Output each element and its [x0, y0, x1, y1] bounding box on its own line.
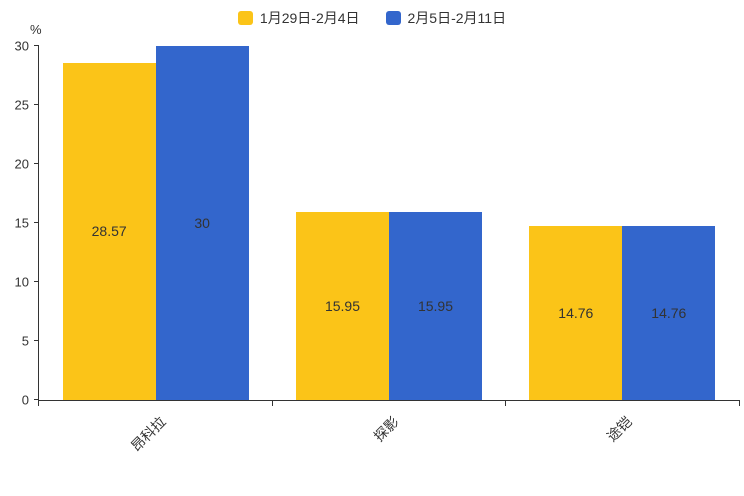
- legend-item[interactable]: 2月5日-2月11日: [385, 8, 507, 28]
- y-tick-mark: [34, 222, 39, 223]
- x-tick-mark: [739, 400, 740, 406]
- bar[interactable]: 15.95: [388, 211, 482, 400]
- y-tick-label: 5: [21, 333, 29, 349]
- y-tick-label: 25: [14, 97, 29, 113]
- bar-group: 15.95 15.95 探影: [272, 46, 505, 445]
- legend-swatch: [237, 11, 253, 25]
- y-tick-mark: [34, 281, 39, 282]
- y-tick-mark: [34, 399, 39, 400]
- x-category-label: 途铠: [603, 413, 636, 445]
- bar-value-label: 15.95: [417, 297, 454, 314]
- legend-label: 1月29日-2月4日: [259, 10, 360, 26]
- bar-pair: 14.76 14.76: [529, 46, 716, 400]
- bar-value-label: 30: [194, 215, 210, 231]
- legend-item[interactable]: 1月29日-2月4日: [237, 8, 360, 28]
- legend-label: 2月5日-2月11日: [407, 10, 507, 26]
- y-tick-label: 30: [14, 38, 29, 54]
- y-tick-label: 20: [14, 156, 29, 172]
- bar-group: 14.76 14.76 途铠: [506, 46, 739, 445]
- y-tick-label: 0: [21, 392, 29, 408]
- y-tick-mark: [34, 163, 39, 164]
- bar-value-label: 14.76: [651, 304, 687, 321]
- x-tick-mark: [505, 400, 507, 406]
- y-tick-label: 15: [14, 215, 29, 231]
- legend: 1月29日-2月4日 2月5日-2月11日: [0, 8, 744, 28]
- plot-area: 0 5 10 15 20 25 30 28.57 30 昂科拉 15.95 15.95 探影 14.76…: [15, 40, 740, 454]
- bar-pair: 15.95 15.95: [295, 46, 482, 400]
- y-tick-mark: [34, 45, 39, 46]
- x-axis-ticks: [38, 400, 740, 406]
- bar-value-label: 28.57: [91, 223, 127, 240]
- x-tick-mark: [38, 400, 39, 406]
- bar[interactable]: 14.76: [529, 225, 623, 400]
- bar[interactable]: 30: [155, 46, 249, 400]
- bar-value-label: 15.95: [324, 297, 361, 314]
- bar[interactable]: 28.57: [62, 62, 156, 400]
- bar-groups: 28.57 30 昂科拉 15.95 15.95 探影 14.76 14.76 途铠: [39, 46, 739, 454]
- bar[interactable]: 14.76: [622, 225, 716, 400]
- bar-group: 28.57 30 昂科拉: [39, 46, 272, 454]
- x-category-label: 昂科拉: [127, 413, 169, 455]
- bar-pair: 28.57 30: [62, 46, 249, 400]
- y-axis-unit-label: %: [30, 22, 42, 37]
- legend-swatch: [385, 11, 401, 25]
- bar-value-label: 14.76: [558, 304, 594, 321]
- x-tick-mark: [271, 400, 273, 406]
- y-tick-mark: [34, 340, 39, 341]
- bar[interactable]: 15.95: [295, 211, 389, 400]
- y-tick-mark: [34, 104, 39, 105]
- y-axis-ticks: 0 5 10 15 20 25 30: [15, 40, 739, 407]
- y-tick-label: 10: [14, 274, 29, 290]
- x-category-label: 探影: [370, 413, 402, 445]
